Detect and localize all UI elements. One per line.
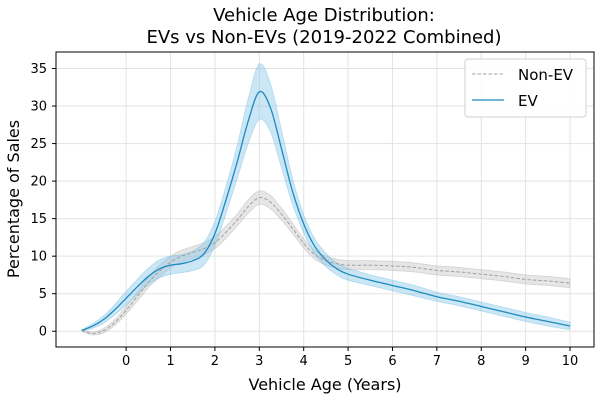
confidence-bands: [81, 63, 571, 336]
x-tick-label: 2: [211, 354, 219, 369]
legend-label-non-ev: Non-EV: [518, 66, 574, 84]
chart-title-line2: EVs vs Non-EVs (2019-2022 Combined): [146, 27, 501, 48]
y-tick-label: 20: [30, 175, 47, 190]
x-axis-label: Vehicle Age (Years): [248, 375, 401, 394]
x-tick-label: 4: [300, 354, 308, 369]
x-tick-label: 7: [433, 354, 441, 369]
x-tick-label: 6: [388, 354, 396, 369]
x-tick-label: 0: [122, 354, 130, 369]
band-non-ev: [81, 190, 571, 336]
x-tick-label: 10: [562, 354, 579, 369]
legend-label-ev: EV: [518, 92, 538, 110]
y-tick-label: 35: [30, 62, 47, 77]
y-tick-label: 15: [30, 212, 47, 227]
legend: Non-EV EV: [464, 58, 587, 118]
y-tick-label: 5: [39, 287, 47, 302]
x-tick-label: 5: [344, 354, 352, 369]
line-ev: [81, 90, 571, 332]
x-tick-label: 9: [521, 354, 529, 369]
y-axis-label: Percentage of Sales: [4, 120, 23, 278]
x-axis: 0 1 2 3 4 5 6 7 8 9 10: [122, 347, 578, 369]
plot-frame: [55, 51, 595, 348]
x-tick-label: 1: [166, 354, 174, 369]
line-non-ev: [81, 196, 571, 334]
x-tick-label: 3: [255, 354, 263, 369]
y-tick-label: 25: [30, 137, 47, 152]
band-ev: [81, 63, 571, 332]
y-tick-label: 30: [30, 100, 47, 115]
x-tick-label: 8: [477, 354, 485, 369]
chart-title-line1: Vehicle Age Distribution:: [213, 5, 435, 26]
series-lines: [81, 90, 571, 334]
y-tick-label: 0: [39, 325, 47, 340]
y-tick-label: 10: [30, 250, 47, 265]
y-axis: 0 5 10 15 20 25 30 35: [30, 62, 56, 340]
